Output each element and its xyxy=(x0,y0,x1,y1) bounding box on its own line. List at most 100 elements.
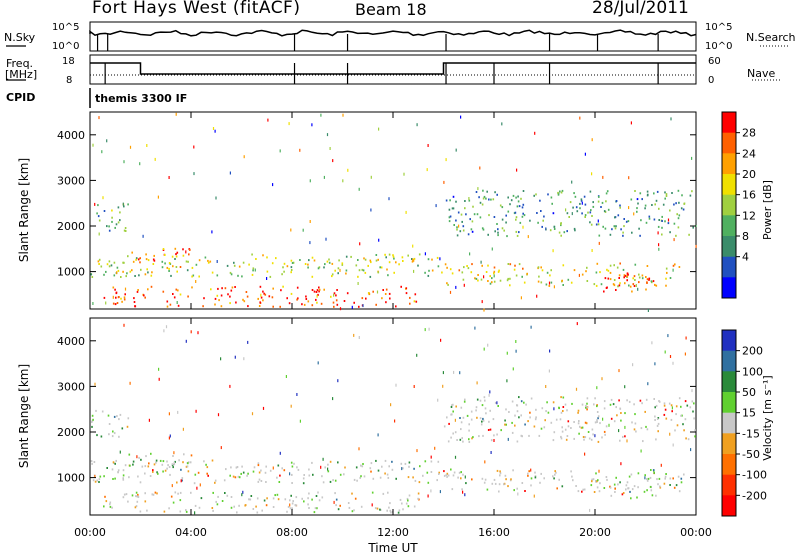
range-cell xyxy=(501,227,504,230)
range-cell xyxy=(647,382,649,386)
range-cell xyxy=(262,254,264,257)
range-cell xyxy=(595,472,597,475)
range-cell xyxy=(159,459,162,462)
range-cell xyxy=(507,210,510,213)
range-cell xyxy=(110,264,113,267)
x-tick-label: 16:00 xyxy=(478,526,510,539)
range-cell xyxy=(664,220,666,223)
range-cell xyxy=(630,473,633,476)
range-cell xyxy=(631,231,633,234)
range-cell xyxy=(405,287,408,290)
range-cell xyxy=(589,221,591,224)
range-cell xyxy=(474,326,476,330)
range-cell xyxy=(555,471,557,474)
range-cell xyxy=(332,397,334,401)
range-cell xyxy=(181,477,184,480)
range-cell xyxy=(672,268,674,272)
range-cell xyxy=(586,397,589,400)
range-cell xyxy=(172,293,174,295)
range-cell xyxy=(598,241,600,245)
range-cell xyxy=(639,234,641,237)
range-cell xyxy=(598,195,600,198)
range-cell xyxy=(509,284,511,287)
range-cell xyxy=(290,228,292,232)
range-cell xyxy=(144,296,146,299)
range-cell xyxy=(132,260,135,263)
range-cell xyxy=(593,403,595,406)
range-cell xyxy=(136,495,139,498)
range-cell xyxy=(501,218,504,221)
range-cell xyxy=(515,196,517,199)
range-cell xyxy=(637,287,639,291)
range-cell xyxy=(583,438,585,441)
range-cell xyxy=(182,427,184,431)
range-cell xyxy=(402,467,404,470)
range-cell xyxy=(477,274,479,276)
range-cell xyxy=(112,430,114,433)
range-cell xyxy=(507,485,509,488)
range-cell xyxy=(244,504,246,507)
range-cell xyxy=(530,468,532,472)
range-cell xyxy=(464,493,466,497)
range-cell xyxy=(684,352,686,356)
range-cell xyxy=(428,269,430,272)
range-cell xyxy=(561,430,564,433)
range-cell xyxy=(538,434,541,437)
range-cell xyxy=(601,201,604,204)
range-cell xyxy=(579,202,581,205)
range-cell xyxy=(112,478,114,480)
range-cell xyxy=(347,168,349,172)
range-cell xyxy=(595,271,598,274)
range-cell xyxy=(315,291,318,293)
range-cell xyxy=(664,191,666,194)
range-cell xyxy=(574,195,577,198)
range-cell xyxy=(448,208,451,211)
range-cell xyxy=(245,291,248,293)
range-cell xyxy=(654,283,656,286)
range-cell xyxy=(550,281,553,284)
range-cell xyxy=(586,280,589,282)
range-cell xyxy=(424,252,426,256)
range-cell xyxy=(542,219,544,222)
range-cell xyxy=(103,273,105,276)
range-cell xyxy=(658,400,660,402)
range-cell xyxy=(311,461,313,464)
range-cell xyxy=(493,272,495,275)
range-cell xyxy=(94,202,96,206)
range-cell xyxy=(652,280,655,283)
range-cell xyxy=(242,261,245,264)
range-cell xyxy=(569,201,572,204)
range-cell xyxy=(524,490,526,492)
range-cell xyxy=(617,483,619,486)
range-cell xyxy=(657,430,659,433)
range-cell xyxy=(479,166,481,170)
range-cell xyxy=(157,472,159,475)
range-cell xyxy=(553,225,556,228)
range-cell xyxy=(243,357,245,361)
range-cell xyxy=(165,325,168,329)
range-cell xyxy=(97,260,100,263)
range-cell xyxy=(516,410,519,413)
range-cell xyxy=(370,470,372,473)
range-cell xyxy=(564,403,567,406)
range-cell xyxy=(381,297,383,300)
range-cell xyxy=(197,471,200,474)
range-cell xyxy=(616,414,618,417)
range-cell xyxy=(412,259,415,262)
range-cell xyxy=(515,340,517,343)
range-cell xyxy=(388,253,391,256)
range-cell xyxy=(521,275,523,278)
range-cell xyxy=(333,292,336,295)
range-cell xyxy=(185,510,188,513)
range-cell xyxy=(598,234,601,237)
range-cell xyxy=(628,400,631,403)
range-cell xyxy=(157,195,159,199)
range-cell xyxy=(609,403,612,406)
range-cell xyxy=(413,257,416,260)
range-cell xyxy=(627,220,630,223)
range-cell xyxy=(487,233,489,236)
range-cell xyxy=(476,398,479,401)
range-cell xyxy=(327,467,329,471)
range-cell xyxy=(626,439,628,443)
range-cell xyxy=(669,432,671,436)
